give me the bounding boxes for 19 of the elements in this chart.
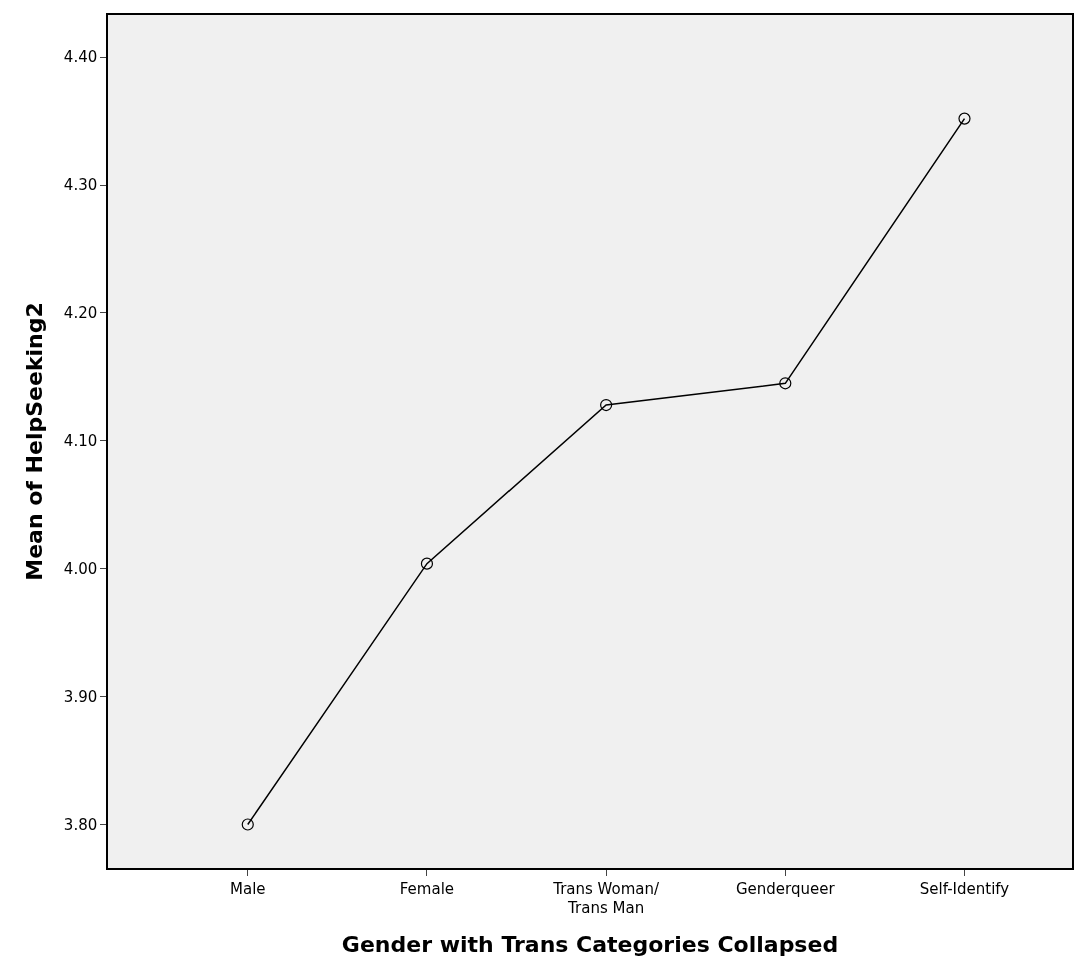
x-tick-label: Female [399, 879, 455, 898]
x-tick-label: Self-Identify [919, 879, 1010, 898]
x-axis-title: Gender with Trans Categories Collapsed [341, 931, 839, 957]
y-tick-label: 4.30 [63, 176, 98, 195]
y-tick-label: 3.80 [63, 815, 98, 834]
point [420, 557, 434, 570]
x-tick-label: Male [229, 879, 266, 898]
y-tick-label: 4.00 [63, 560, 98, 578]
y-tick-label: 4.10 [63, 432, 98, 451]
y-axis-title: Mean of HelpSeeking2 [22, 302, 48, 581]
x-tick-label: Trans Woman/ Trans Man [552, 879, 661, 918]
point [779, 377, 792, 390]
y-tick-label: 3.90 [63, 687, 98, 706]
x-tick-label: Genderqueer [735, 879, 836, 898]
y-tick-label: 4.40 [63, 48, 98, 67]
point [958, 112, 971, 125]
point [241, 818, 254, 831]
point [600, 398, 613, 412]
y-tick-label: 4.20 [63, 304, 98, 323]
